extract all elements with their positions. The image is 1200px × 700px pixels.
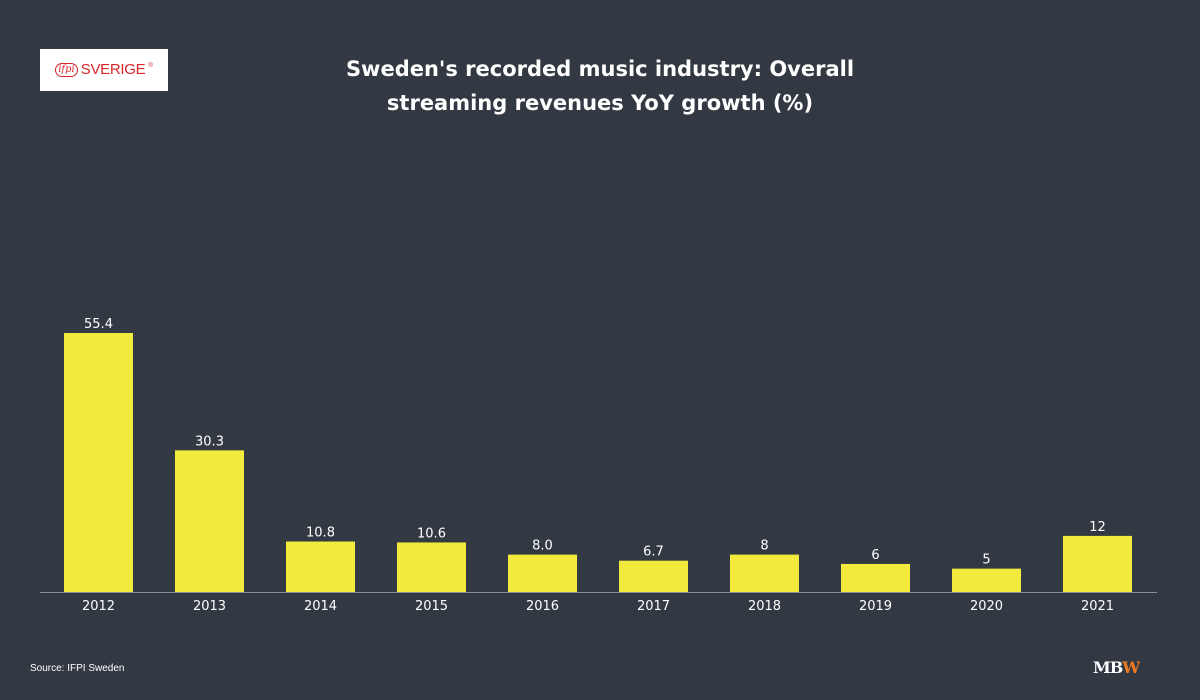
chart-title-line-1: Sweden's recorded music industry: Overal… [345,57,855,81]
chart-title-line-2: streaming revenues YoY growth (%) [386,91,814,115]
x-tick-label-2013: 2013 [193,599,226,614]
data-label-2019: 6 [871,548,879,563]
x-tick-label-2012: 2012 [82,599,115,614]
x-tick-label-2019: 2019 [859,599,892,614]
data-label-2018: 8 [760,539,768,554]
x-tick-label-2015: 2015 [415,599,448,614]
x-tick-label-2018: 2018 [748,599,781,614]
bar-2019 [841,563,910,592]
bar-2013 [175,450,244,592]
x-tick-label-2014: 2014 [304,599,337,614]
bar-2017 [619,560,688,592]
logo-text: SVERIGE [80,61,146,78]
data-label-2020: 5 [982,553,990,568]
bar-2018 [730,554,799,592]
data-label-2012: 55.4 [84,317,113,332]
mbw-logo-accent: W [1122,658,1140,677]
chart-title: Sweden's recorded music industry: Overal… [300,52,900,120]
logo-trademark: ® [148,63,153,69]
data-label-2014: 10.8 [306,526,335,541]
x-tick-label-2016: 2016 [526,599,559,614]
x-tick-label-2021: 2021 [1081,599,1114,614]
bar-2014 [286,541,355,592]
bar-2020 [952,568,1021,592]
bar-2015 [397,542,466,592]
ifpi-logo-mark: ifpi [55,63,78,77]
data-label-2017: 6.7 [643,545,664,560]
bar-2016 [508,554,577,592]
data-label-2015: 10.6 [417,526,446,541]
data-label-2021: 12 [1089,520,1106,535]
x-tick-label-2017: 2017 [637,599,670,614]
mbw-logo-text: MB [1093,658,1123,677]
mbw-logo: MBW [1093,658,1140,677]
data-label-2016: 8.0 [532,539,553,554]
x-tick-label-2020: 2020 [970,599,1003,614]
data-label-2013: 30.3 [195,434,224,449]
bar-2012 [64,333,133,592]
bar-2021 [1063,535,1132,592]
source-note: Source: IFPI Sweden [30,663,125,674]
ifpi-sverige-logo: ifpi SVERIGE ® [40,49,168,91]
